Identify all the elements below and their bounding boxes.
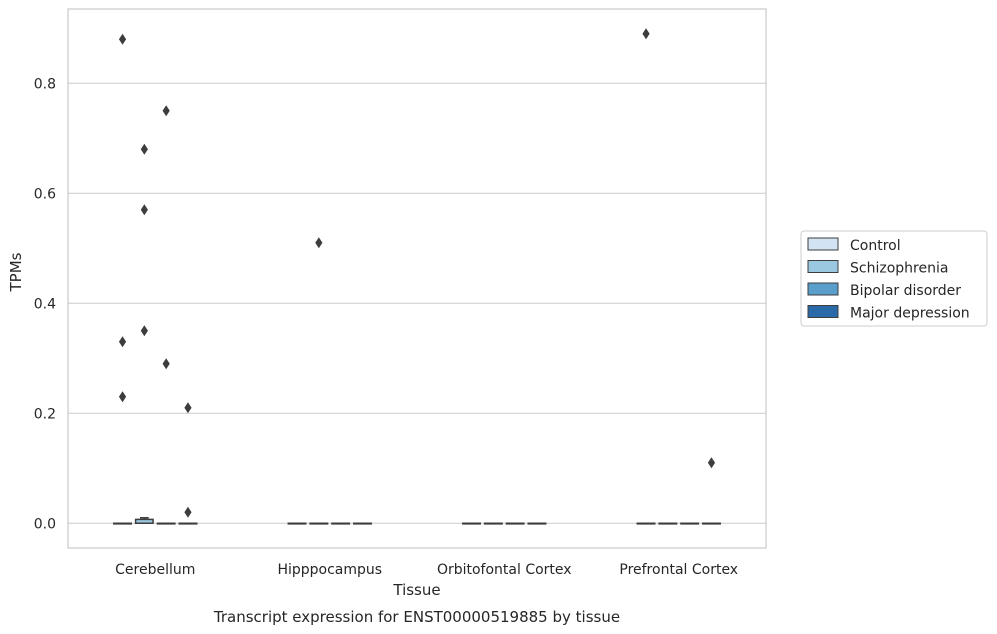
legend-swatch: [807, 237, 839, 251]
plot-area-frame: [67, 8, 767, 549]
outlier-point: [140, 325, 148, 337]
legend-label: Schizophrenia: [850, 261, 948, 277]
outliers: [118, 28, 716, 518]
legend-label: Bipolar disorder: [850, 283, 961, 299]
y-tick-labels: 0.0 0.2 0.4 0.6 0.8: [34, 76, 56, 532]
outlier-point: [162, 358, 170, 370]
y-tick-label: 0.2: [34, 406, 56, 422]
x-tick-label: Cerebellum: [115, 562, 195, 578]
legend: Control Schizophrenia Bipolar disorder Majo…: [800, 230, 988, 327]
x-tick-labels: Cerebellum Hipppocampus Orbitofontal Corte…: [115, 562, 738, 578]
outlier-point: [118, 391, 127, 403]
y-axis-label: TPMs: [7, 252, 25, 292]
outlier-point: [140, 204, 148, 216]
outlier-point: [184, 402, 192, 414]
outlier-point: [118, 336, 127, 348]
outlier-point: [140, 143, 148, 155]
x-tick-label: Orbitofontal Cortex: [437, 562, 572, 578]
x-axis-label: Tissue: [392, 581, 440, 599]
y-tick-label: 0.6: [34, 186, 56, 202]
legend-label: Control: [850, 238, 901, 254]
y-tick-label: 0.4: [34, 296, 56, 312]
legend-frame: [800, 230, 988, 327]
outlier-point: [315, 237, 323, 249]
x-tick-label: Hipppocampus: [277, 562, 382, 578]
legend-swatch: [807, 305, 839, 318]
legend-label: Major depression: [850, 306, 970, 322]
legend-swatch: [807, 260, 839, 273]
outlier-point: [162, 105, 170, 117]
outlier-point: [118, 33, 127, 45]
legend-swatch: [807, 282, 839, 296]
gridlines: [68, 82, 766, 524]
chart-caption: Transcript expression for ENST0000051988…: [213, 608, 620, 626]
outlier-point: [642, 28, 650, 40]
boxes: [113, 517, 721, 525]
x-tick-label: Prefrontal Cortex: [619, 562, 738, 578]
y-tick-label: 0.0: [34, 516, 56, 532]
outlier-point: [184, 506, 192, 518]
y-tick-label: 0.8: [34, 76, 56, 92]
outlier-point: [707, 457, 716, 469]
